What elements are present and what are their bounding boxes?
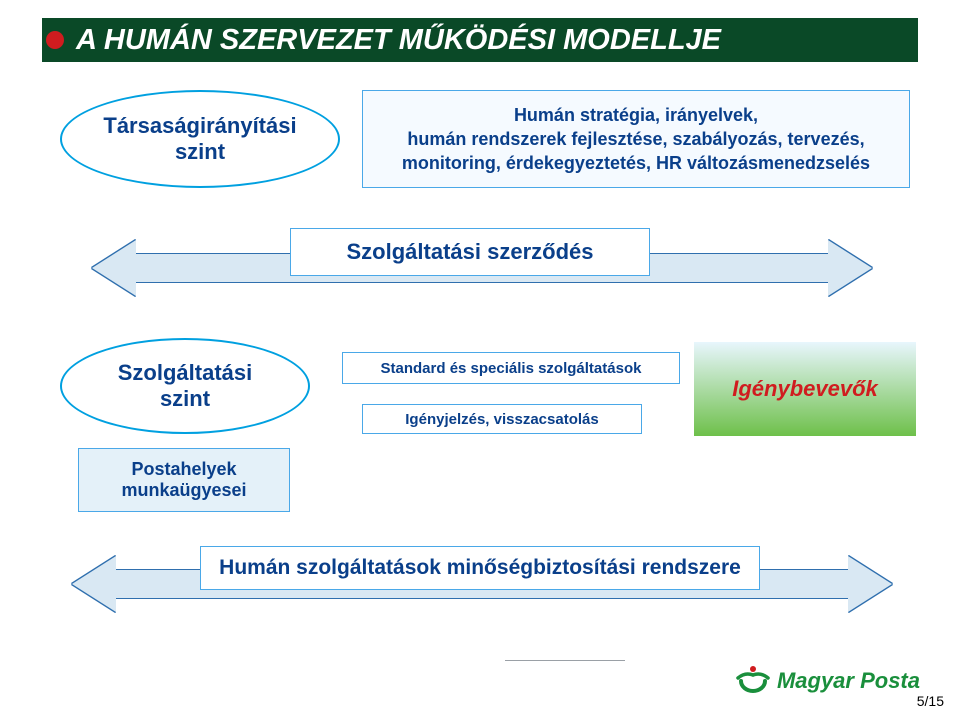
box-feedback-text: Igényjelzés, visszacsatolás xyxy=(405,411,598,428)
arrow2-label-text: Humán szolgáltatások minőségbiztosítási … xyxy=(219,556,741,580)
page-title: A HUMÁN SZERVEZET MŰKÖDÉSI MODELLJE xyxy=(76,24,721,57)
ellipse-top-line2: szint xyxy=(175,139,225,165)
box-standard-services: Standard és speciális szolgáltatások xyxy=(342,352,680,384)
box-top-line3: monitoring, érdekegyeztetés, HR változás… xyxy=(402,151,870,175)
ellipse-top-line1: Társaságirányítási xyxy=(103,113,296,139)
arrow1-label-text: Szolgáltatási szerződés xyxy=(347,239,594,265)
box-feedback: Igényjelzés, visszacsatolás xyxy=(362,404,642,434)
ellipse-mid-line2: szint xyxy=(160,386,210,412)
box-top-line2: humán rendszerek fejlesztése, szabályozá… xyxy=(407,127,864,151)
arrow-head-right-icon xyxy=(848,556,892,612)
box-top-line1: Humán stratégia, irányelvek, xyxy=(514,103,758,127)
box-postahelyek: Postahelyek munkaügyesei xyxy=(78,448,290,512)
box-postahelyek-line2: munkaügyesei xyxy=(121,480,246,501)
arrow2-label: Humán szolgáltatások minőségbiztosítási … xyxy=(200,546,760,590)
logo: Magyar Posta xyxy=(735,663,920,699)
title-dot-icon xyxy=(46,31,64,49)
logo-text: Magyar Posta xyxy=(777,668,920,694)
ellipse-mid: Szolgáltatási szint xyxy=(60,338,310,434)
logo-horn-icon xyxy=(735,663,771,699)
box-consumers: Igénybevevők xyxy=(694,342,916,436)
box-top: Humán stratégia, irányelvek, humán rends… xyxy=(362,90,910,188)
ellipse-top: Társaságirányítási szint xyxy=(60,90,340,188)
box-postahelyek-line1: Postahelyek xyxy=(131,459,236,480)
arrow-head-right-icon xyxy=(828,240,872,296)
box-standard-services-text: Standard és speciális szolgáltatások xyxy=(381,360,642,377)
page-number: 5/15 xyxy=(917,693,944,709)
arrow-head-left-icon xyxy=(92,240,136,296)
arrow1-label: Szolgáltatási szerződés xyxy=(290,228,650,276)
ellipse-mid-line1: Szolgáltatási xyxy=(118,360,252,386)
box-consumers-text: Igénybevevők xyxy=(732,376,878,402)
arrow-head-left-icon xyxy=(72,556,116,612)
footer-line xyxy=(505,660,625,661)
title-bar: A HUMÁN SZERVEZET MŰKÖDÉSI MODELLJE xyxy=(42,18,918,62)
